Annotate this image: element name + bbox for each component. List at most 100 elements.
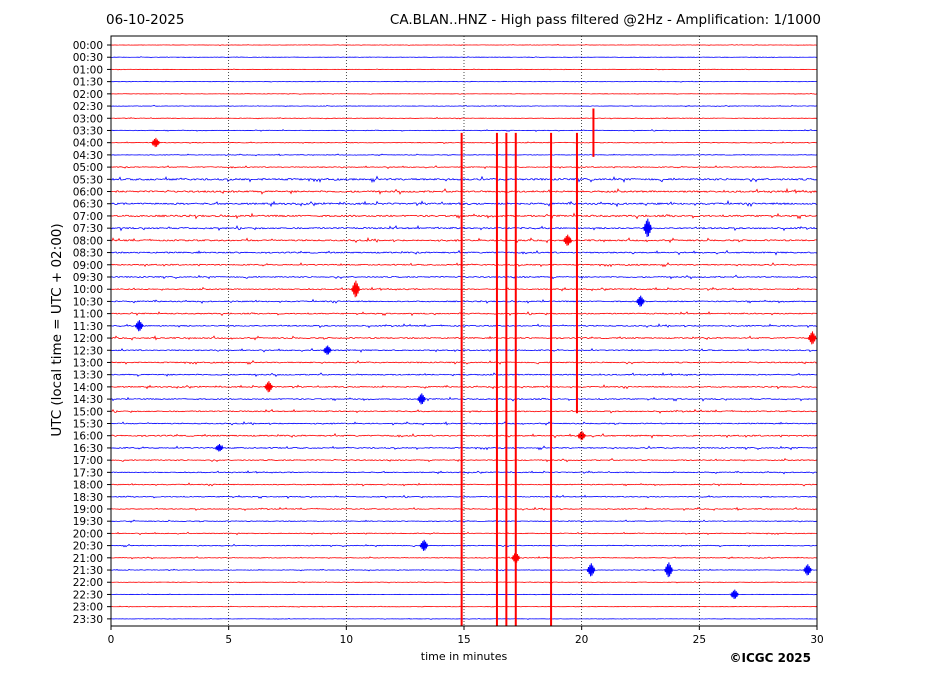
x-tick-label-10: 10 bbox=[340, 634, 353, 646]
local-event-mark-5 bbox=[134, 320, 144, 332]
trace-line-03:00 bbox=[110, 117, 818, 120]
y-tick-label-22:30: 22:30 bbox=[73, 589, 103, 601]
local-event-mark-8 bbox=[264, 381, 273, 393]
y-tick-label-08:00: 08:00 bbox=[73, 235, 103, 247]
y-tick-label-13:00: 13:00 bbox=[73, 357, 103, 369]
trace-line-04:00 bbox=[110, 141, 817, 145]
y-tick-label-05:00: 05:00 bbox=[73, 162, 103, 174]
x-axis-label: time in minutes bbox=[420, 650, 508, 663]
local-event-mark-9 bbox=[417, 393, 426, 405]
y-tick-label-00:00: 00:00 bbox=[73, 40, 103, 52]
y-tick-label-12:30: 12:30 bbox=[73, 345, 103, 357]
y-tick-label-20:00: 20:00 bbox=[73, 528, 103, 540]
trace-line-06:30 bbox=[110, 199, 818, 208]
local-event-mark-10 bbox=[577, 430, 586, 441]
y-tick-label-16:30: 16:30 bbox=[73, 443, 103, 455]
y-tick-label-01:30: 01:30 bbox=[73, 77, 103, 89]
y-tick-label-02:30: 02:30 bbox=[73, 101, 103, 113]
y-tick-label-16:00: 16:00 bbox=[73, 431, 103, 443]
y-tick-label-03:00: 03:00 bbox=[73, 113, 103, 125]
trace-line-04:30 bbox=[110, 153, 818, 157]
y-tick-label-13:30: 13:30 bbox=[73, 370, 103, 382]
y-axis: 00:0000:3001:0001:3002:0002:3003:0003:30… bbox=[73, 40, 111, 626]
y-tick-label-15:30: 15:30 bbox=[73, 419, 103, 431]
y-tick-label-06:30: 06:30 bbox=[73, 199, 103, 211]
y-tick-label-00:30: 00:30 bbox=[73, 52, 103, 64]
trace-line-10:00 bbox=[110, 286, 818, 292]
y-tick-label-19:00: 19:00 bbox=[73, 504, 103, 516]
y-tick-label-15:00: 15:00 bbox=[73, 406, 103, 418]
trace-group bbox=[110, 44, 818, 620]
y-tick-label-05:30: 05:30 bbox=[73, 174, 103, 186]
trace-line-12:00 bbox=[110, 335, 818, 341]
local-event-mark-16 bbox=[803, 564, 812, 576]
trace-line-20:30 bbox=[110, 543, 818, 548]
trace-line-10:30 bbox=[110, 298, 818, 304]
local-event-mark-14 bbox=[586, 563, 596, 577]
y-tick-label-07:30: 07:30 bbox=[73, 223, 103, 235]
y-tick-label-08:30: 08:30 bbox=[73, 248, 103, 260]
y-tick-label-12:00: 12:00 bbox=[73, 333, 103, 345]
y-tick-label-21:30: 21:30 bbox=[73, 565, 103, 577]
trace-line-07:30 bbox=[110, 224, 818, 232]
y-tick-label-11:30: 11:30 bbox=[73, 321, 103, 333]
trace-line-11:30 bbox=[110, 323, 818, 329]
y-tick-label-14:00: 14:00 bbox=[73, 382, 103, 394]
trace-line-21:00 bbox=[110, 556, 818, 560]
y-tick-label-19:30: 19:30 bbox=[73, 516, 103, 528]
trace-line-18:00 bbox=[110, 482, 818, 487]
y-tick-label-04:00: 04:00 bbox=[73, 138, 103, 150]
trace-line-02:30 bbox=[110, 104, 818, 108]
trace-line-19:00 bbox=[110, 506, 818, 511]
local-event-mark-15 bbox=[664, 562, 673, 578]
x-tick-label-25: 25 bbox=[693, 634, 706, 646]
trace-line-17:30 bbox=[110, 470, 818, 475]
copyright-label: ©ICGC 2025 bbox=[729, 651, 811, 665]
y-tick-label-11:00: 11:00 bbox=[73, 309, 103, 321]
y-tick-label-14:30: 14:30 bbox=[73, 394, 103, 406]
y-tick-label-18:00: 18:00 bbox=[73, 480, 103, 492]
event-group bbox=[134, 108, 817, 626]
trace-line-13:00 bbox=[110, 360, 818, 365]
y-tick-label-17:30: 17:30 bbox=[73, 467, 103, 479]
y-tick-label-21:00: 21:00 bbox=[73, 553, 103, 565]
y-tick-label-04:30: 04:30 bbox=[73, 150, 103, 162]
local-event-mark-11 bbox=[214, 444, 224, 452]
local-event-mark-17 bbox=[730, 589, 739, 599]
local-event-mark-6 bbox=[807, 331, 817, 345]
y-tick-label-10:00: 10:00 bbox=[73, 284, 103, 296]
y-tick-label-09:00: 09:00 bbox=[73, 260, 103, 272]
y-tick-label-23:00: 23:00 bbox=[73, 602, 103, 614]
x-tick-label-30: 30 bbox=[810, 634, 823, 646]
y-tick-label-01:00: 01:00 bbox=[73, 64, 103, 76]
x-axis: 0 5 10 15 20 25 30 bbox=[108, 626, 824, 646]
trace-line-20:00 bbox=[110, 531, 818, 536]
y-tick-label-02:00: 02:00 bbox=[73, 89, 103, 101]
y-tick-label-17:00: 17:00 bbox=[73, 455, 103, 467]
local-event-mark-2 bbox=[563, 234, 572, 246]
y-tick-label-09:30: 09:30 bbox=[73, 272, 103, 284]
grid-lines bbox=[228, 36, 700, 626]
local-event-mark-3 bbox=[351, 280, 360, 298]
local-event-mark-13 bbox=[511, 552, 520, 564]
trace-line-06:00 bbox=[111, 187, 818, 195]
y-axis-label: UTC (local time = UTC + 02:00) bbox=[49, 223, 65, 437]
trace-line-14:00 bbox=[110, 384, 818, 390]
local-event-mark-0 bbox=[151, 137, 160, 148]
local-event-mark-12 bbox=[419, 539, 429, 551]
trace-line-18:30 bbox=[110, 494, 818, 499]
y-tick-label-20:30: 20:30 bbox=[73, 541, 103, 553]
trace-line-03:30 bbox=[110, 129, 818, 132]
trace-line-11:00 bbox=[110, 311, 818, 317]
y-tick-label-06:00: 06:00 bbox=[73, 187, 103, 199]
local-event-mark-4 bbox=[636, 295, 645, 307]
local-event-mark-1 bbox=[643, 218, 652, 238]
trace-line-19:30 bbox=[110, 519, 818, 523]
local-event-mark-7 bbox=[323, 345, 332, 355]
y-tick-label-23:30: 23:30 bbox=[73, 614, 103, 626]
date-label: 06-10-2025 bbox=[106, 12, 185, 28]
x-tick-label-20: 20 bbox=[575, 634, 588, 646]
x-tick-label-0: 0 bbox=[108, 634, 115, 646]
y-tick-label-03:30: 03:30 bbox=[73, 125, 103, 137]
y-tick-label-18:30: 18:30 bbox=[73, 492, 103, 504]
